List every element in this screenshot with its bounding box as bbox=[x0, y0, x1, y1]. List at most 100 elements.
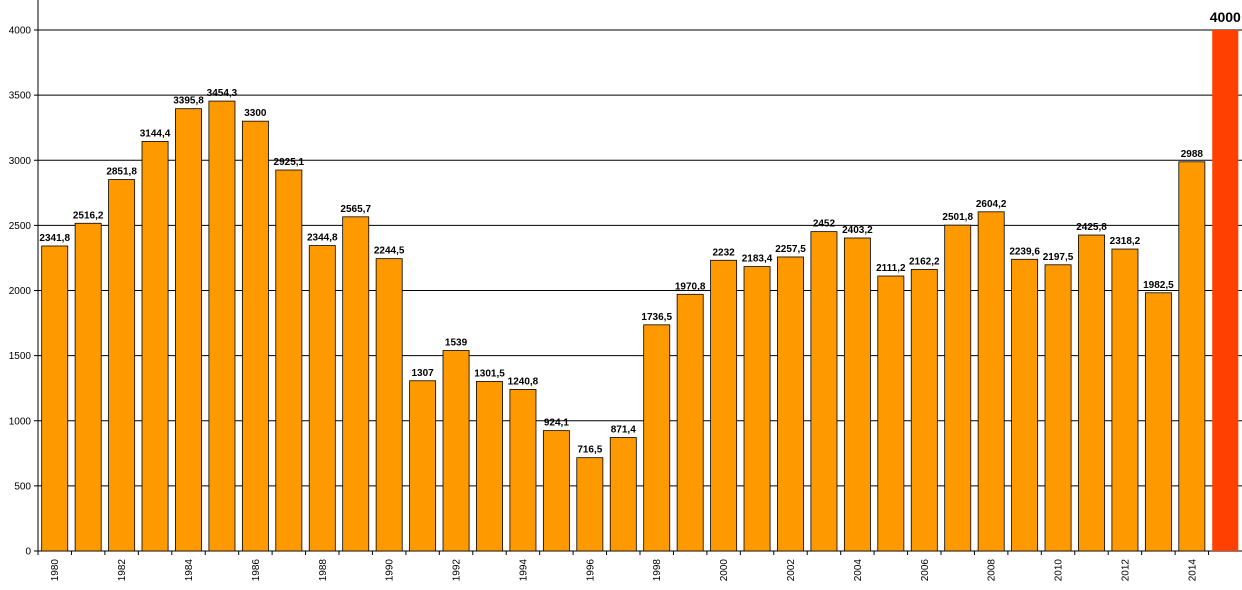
bar bbox=[74, 222, 102, 552]
data-label: 2244,5 bbox=[374, 246, 405, 257]
y-tick-label: 1500 bbox=[9, 351, 32, 362]
data-label: 2232 bbox=[712, 247, 735, 258]
bar bbox=[1178, 161, 1206, 552]
data-label: 2162,2 bbox=[909, 256, 940, 267]
data-label: 2318,2 bbox=[1110, 236, 1141, 247]
y-tick-label: 3500 bbox=[9, 91, 32, 102]
x-tick-label: 2014 bbox=[1187, 559, 1198, 582]
x-tick-label: 2002 bbox=[786, 559, 797, 582]
bar bbox=[609, 437, 637, 552]
bar bbox=[275, 169, 303, 552]
bar bbox=[41, 245, 69, 552]
data-label: 2183,4 bbox=[742, 254, 773, 265]
data-label: 2239,6 bbox=[1009, 246, 1040, 257]
data-label: 1539 bbox=[445, 338, 468, 349]
bar bbox=[509, 388, 537, 552]
bar bbox=[342, 216, 370, 552]
bar bbox=[710, 259, 738, 552]
bar bbox=[910, 268, 938, 552]
bar bbox=[141, 141, 169, 552]
bar bbox=[308, 245, 336, 552]
data-label: 716,5 bbox=[577, 445, 602, 456]
bar-highlight bbox=[1212, 30, 1239, 551]
data-label: 1970,8 bbox=[675, 281, 706, 292]
bar bbox=[409, 380, 437, 552]
data-label: 2604,2 bbox=[976, 199, 1007, 210]
bar bbox=[810, 231, 838, 552]
data-label: 3395,8 bbox=[173, 96, 204, 107]
bar bbox=[643, 324, 671, 552]
data-label: 1240,8 bbox=[508, 376, 539, 387]
bar bbox=[175, 108, 202, 552]
bar bbox=[1011, 258, 1039, 552]
x-tick-label: 1980 bbox=[50, 559, 61, 582]
data-label: 2403,2 bbox=[842, 225, 873, 236]
data-label: 2501,8 bbox=[942, 212, 973, 223]
data-label: 2516,2 bbox=[73, 210, 104, 221]
bar bbox=[676, 293, 704, 552]
x-tick-label: 1996 bbox=[585, 559, 596, 582]
bar bbox=[1144, 292, 1172, 552]
bar bbox=[1044, 264, 1072, 552]
bar bbox=[476, 381, 503, 552]
bar bbox=[944, 224, 972, 552]
y-tick-label: 1000 bbox=[9, 416, 32, 427]
bar bbox=[208, 100, 236, 552]
bar bbox=[1111, 248, 1139, 552]
data-label: 3300 bbox=[244, 108, 267, 119]
y-tick-label: 0 bbox=[25, 547, 31, 558]
x-tick-label: 2010 bbox=[1054, 559, 1065, 582]
data-label: 924,1 bbox=[544, 418, 569, 429]
bar bbox=[576, 457, 604, 552]
x-tick-label: 1986 bbox=[251, 559, 262, 582]
x-tick-label: 1998 bbox=[652, 559, 663, 582]
bar bbox=[375, 258, 403, 552]
y-tick-label: 4000 bbox=[9, 26, 32, 37]
data-label: 871,4 bbox=[611, 425, 636, 436]
bar bbox=[843, 237, 871, 552]
data-label: 2851,8 bbox=[106, 167, 137, 178]
bar bbox=[108, 179, 136, 552]
y-tick-label: 2000 bbox=[9, 286, 32, 297]
x-tick-label: 1990 bbox=[385, 559, 396, 582]
bar bbox=[542, 430, 570, 552]
bar bbox=[877, 275, 905, 552]
data-label: 2565,7 bbox=[340, 204, 371, 215]
data-label: 3454,3 bbox=[207, 88, 238, 99]
data-label: 2988 bbox=[1181, 149, 1204, 160]
bar bbox=[241, 120, 269, 552]
x-tick-label: 2004 bbox=[853, 559, 864, 582]
x-tick-label: 2000 bbox=[719, 559, 730, 582]
y-tick-label: 3000 bbox=[9, 156, 32, 167]
x-tick-label: 2008 bbox=[987, 559, 998, 582]
data-label: 1736,5 bbox=[641, 312, 672, 323]
bar bbox=[442, 350, 470, 552]
data-label: 2344,8 bbox=[307, 233, 338, 244]
x-tick-label: 2012 bbox=[1120, 559, 1131, 582]
bar bbox=[977, 211, 1005, 552]
x-tick-label: 2006 bbox=[920, 559, 931, 582]
data-label: 1982,5 bbox=[1143, 280, 1174, 291]
x-tick-label: 1984 bbox=[184, 559, 195, 582]
x-tick-label: 1992 bbox=[452, 559, 463, 582]
x-tick-label: 1994 bbox=[518, 559, 529, 582]
data-label: 2925,1 bbox=[274, 157, 305, 168]
bar bbox=[1078, 234, 1105, 552]
data-label: 2257,5 bbox=[775, 244, 806, 255]
data-label: 2111,2 bbox=[876, 263, 906, 274]
data-label: 2341,8 bbox=[39, 233, 70, 244]
x-tick-label: 1988 bbox=[318, 559, 329, 582]
data-label: 2197,5 bbox=[1043, 252, 1074, 263]
data-label: 1307 bbox=[411, 368, 434, 379]
data-label: 3144,4 bbox=[140, 128, 171, 139]
data-label: 4000 bbox=[1210, 9, 1241, 25]
data-label: 2452 bbox=[813, 219, 836, 230]
x-tick-label: 1982 bbox=[117, 559, 128, 582]
y-tick-label: 500 bbox=[14, 481, 31, 492]
data-label: 1301,5 bbox=[474, 368, 505, 379]
bar bbox=[777, 256, 804, 552]
y-tick-label: 2500 bbox=[9, 221, 32, 232]
data-label: 2425,8 bbox=[1076, 222, 1107, 233]
